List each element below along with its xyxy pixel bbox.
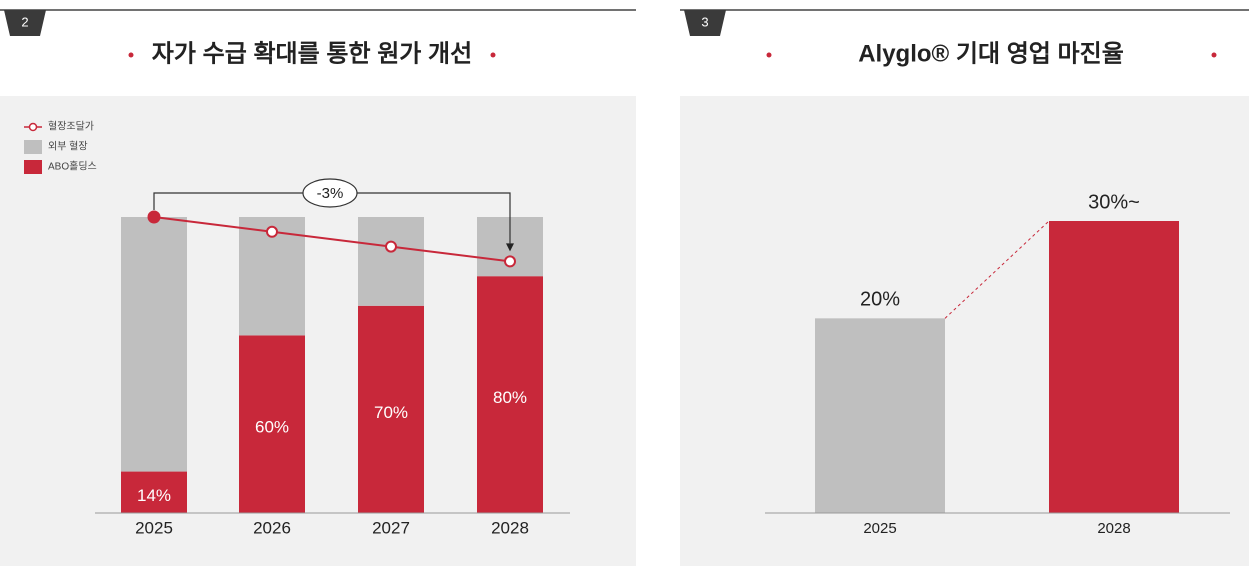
bar [1049,221,1179,513]
legend-swatch [24,160,42,174]
bar-segment [358,305,424,513]
number-tab [4,10,46,36]
value-label: 14% [137,486,171,505]
x-tick-label: 2027 [372,518,410,537]
line-point [266,225,278,238]
bar-segment [121,217,187,472]
line [153,216,511,263]
line-point [147,210,161,224]
bullet [490,52,496,58]
legend-label: ABO홀딩스 [48,160,97,173]
legend-swatch [24,140,42,154]
legend-label: 외부 혈장 [48,140,88,153]
bullet [1211,52,1217,58]
chart-title: 자가 수급 확대를 통한 원가 개선 [152,40,472,67]
section-number: 3 [701,14,708,29]
legend-marker [28,122,38,132]
bullet [128,52,134,58]
bar-segment [358,217,424,306]
x-tick-label: 2025 [863,520,896,537]
line-point [504,255,516,268]
annotation-arrow [506,243,514,252]
bullet [766,52,772,58]
x-tick-label: 2026 [253,518,291,537]
annotation-bubble [302,178,358,208]
x-tick-label: 2028 [491,518,529,537]
section-number: 2 [21,14,28,29]
x-tick-label: 2025 [135,518,173,537]
x-tick-label: 2028 [1097,520,1130,537]
bar-segment [239,335,305,513]
bar [815,318,945,513]
bar-segment [477,276,543,513]
value-label: 60% [255,418,289,437]
line-point [385,240,397,253]
bar-segment [121,471,187,513]
number-tab [684,10,726,36]
value-label: 80% [493,388,527,407]
value-label: 30%~ [1088,191,1140,213]
value-label: 70% [374,403,408,422]
legend-label: 혈장조달가 [48,120,94,133]
value-label: 20% [860,289,900,311]
chart-title: Alyglo® 기대 영업 마진율 [858,40,1124,67]
annotation: -3% [317,185,344,202]
